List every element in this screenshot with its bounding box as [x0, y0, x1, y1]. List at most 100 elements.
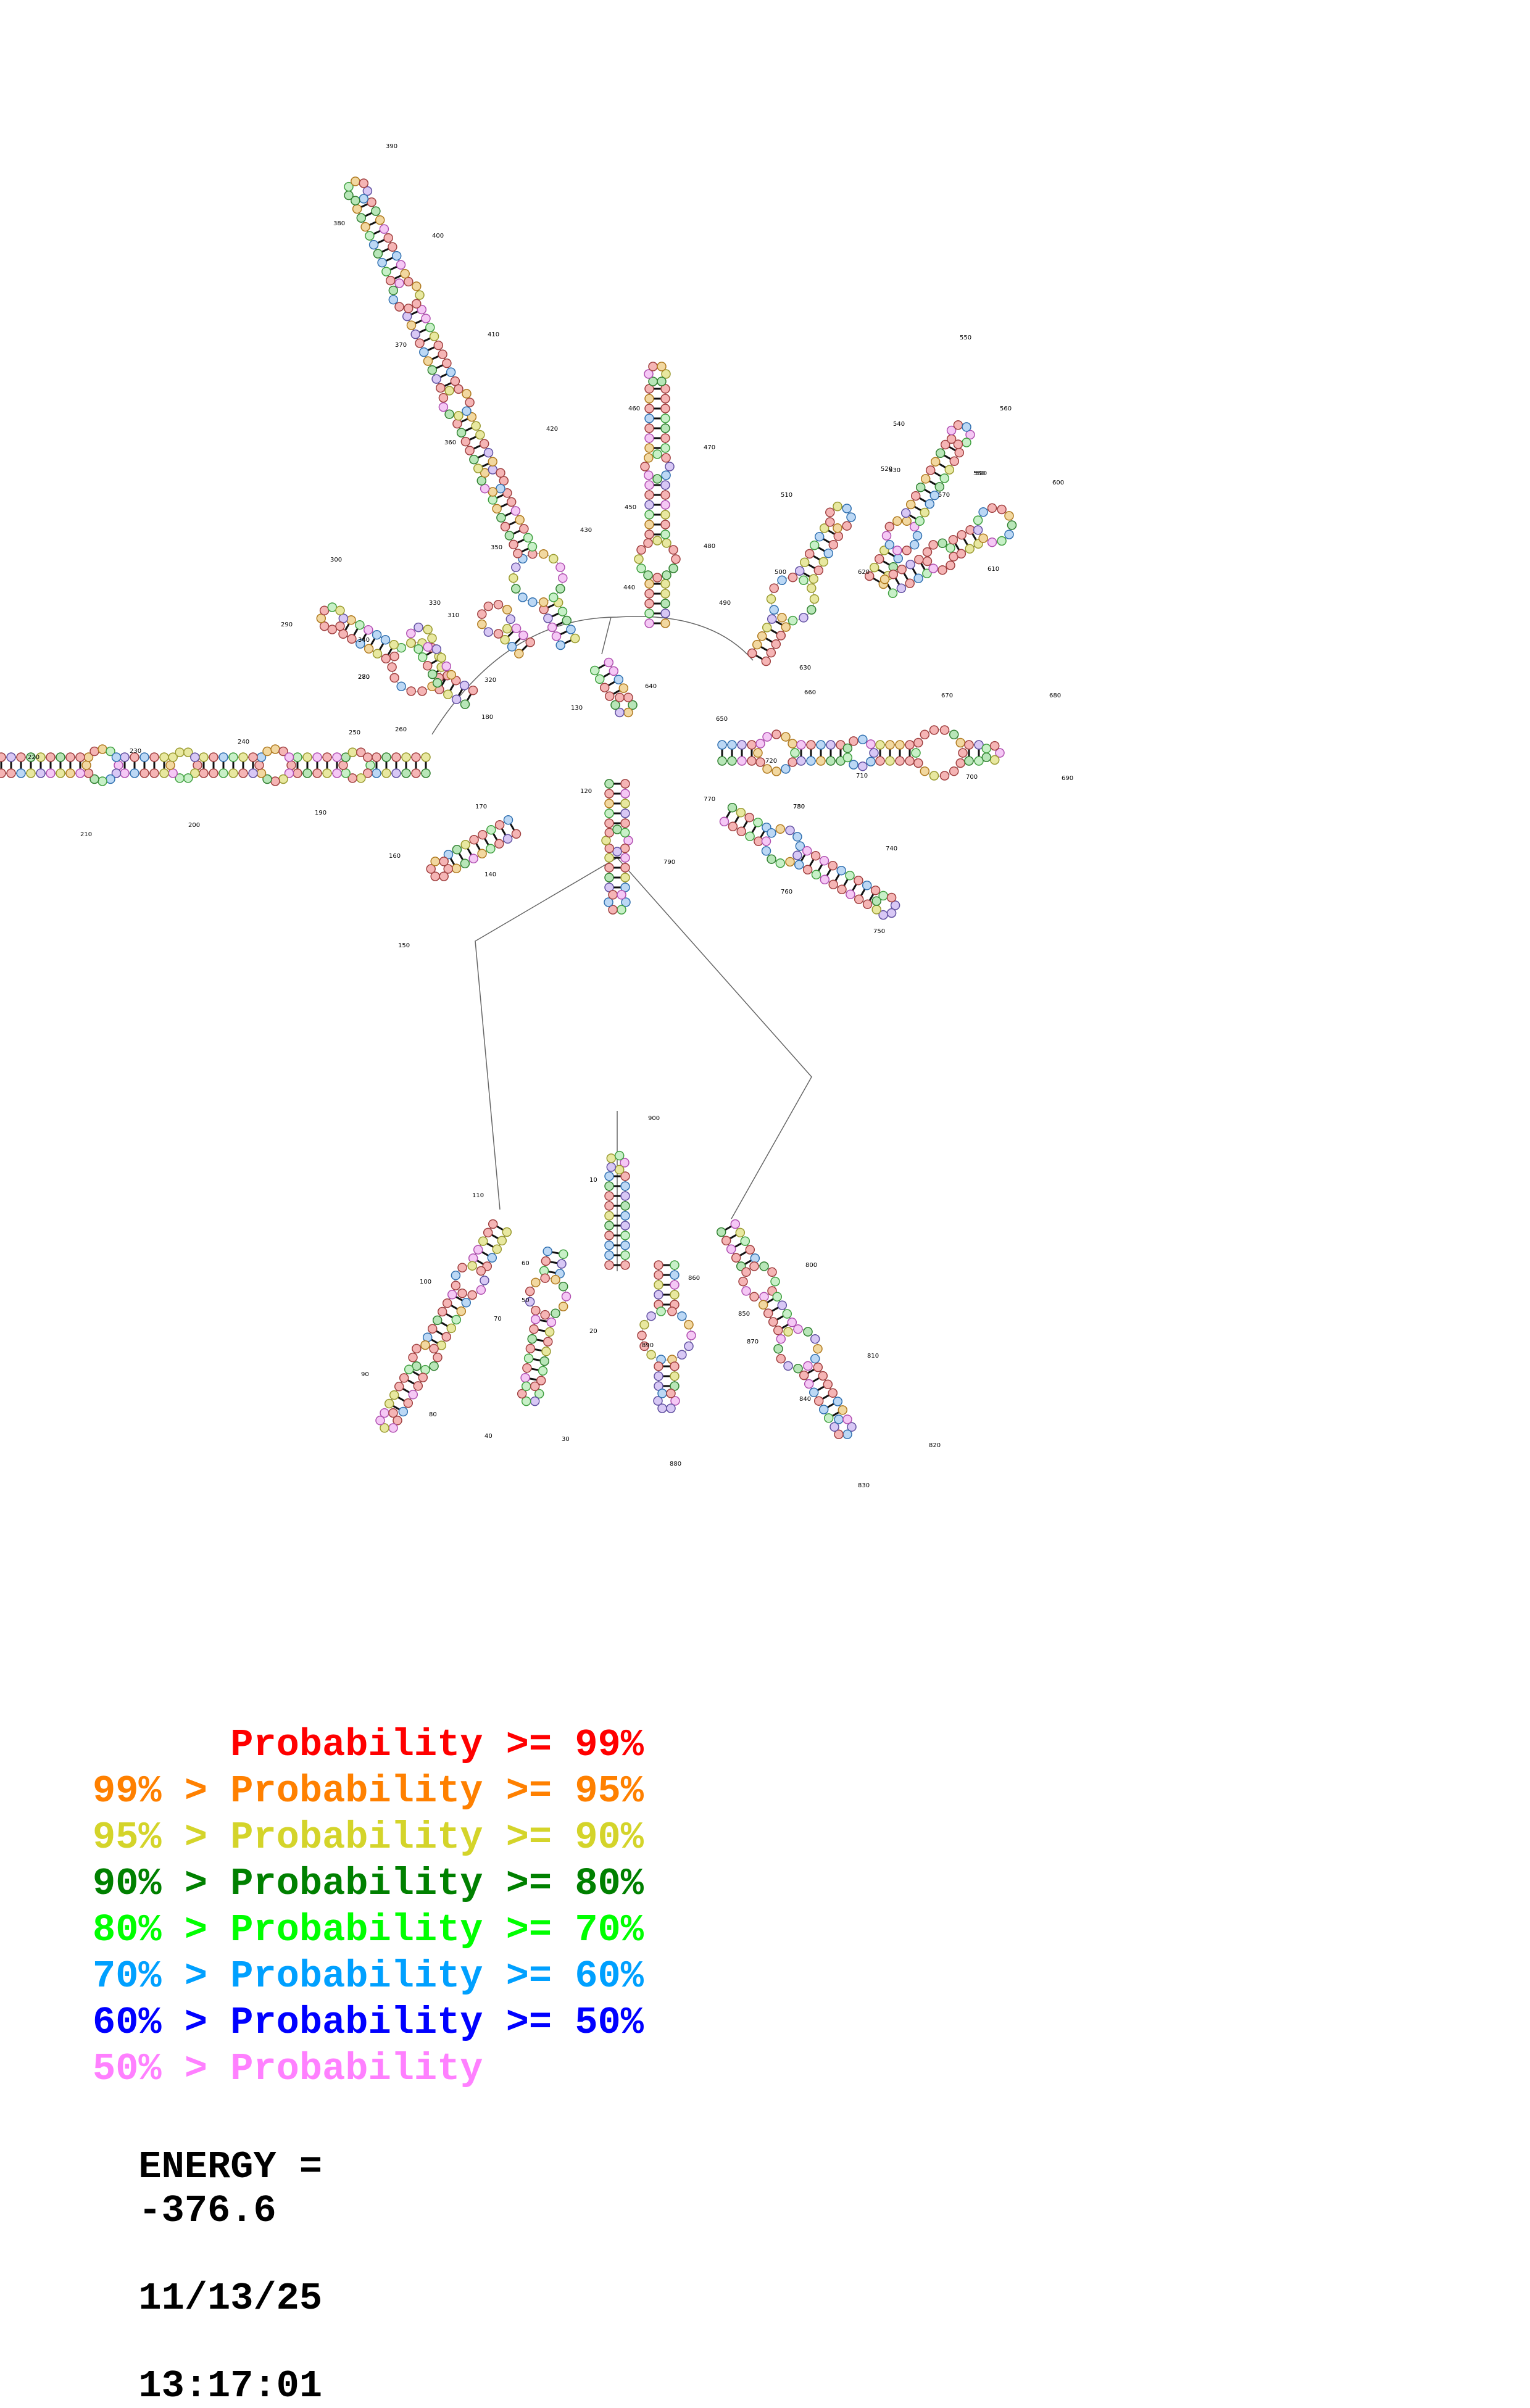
nucleotide [159, 768, 169, 778]
nucleotide [604, 789, 614, 799]
nucleotide [363, 752, 373, 762]
nucleotide [785, 825, 795, 836]
nucleotide [446, 367, 456, 377]
nucleotide [618, 683, 629, 693]
nucleotide [962, 422, 971, 432]
nucleotide [828, 1388, 838, 1398]
nucleotide [530, 1396, 540, 1406]
probability-legend: Probability >= 99% 99% > Probability >= 9… [93, 1722, 644, 2092]
nucleotide [978, 507, 988, 517]
nucleotide [218, 752, 228, 762]
nucleotide [316, 613, 326, 623]
nucleotide [46, 752, 56, 762]
nucleotide [643, 538, 653, 548]
nucleotide [794, 860, 804, 870]
position-label: 260 [395, 726, 407, 733]
nucleotide [660, 500, 670, 510]
nucleotide [420, 1340, 430, 1350]
nucleotide [454, 411, 464, 421]
nucleotide [89, 774, 99, 784]
nucleotide [806, 756, 816, 766]
position-label: 130 [571, 705, 583, 712]
position-label: 60 [522, 1260, 530, 1267]
nucleotide [543, 613, 553, 623]
nucleotide [515, 515, 525, 525]
nucleotide [555, 562, 565, 573]
nucleotide [467, 1290, 477, 1300]
nucleotide [620, 873, 630, 882]
nucleotide [525, 637, 535, 647]
nucleotide [555, 640, 565, 650]
nucleotide [248, 752, 258, 762]
nucleotide [209, 752, 218, 762]
nucleotide [997, 504, 1007, 515]
nucleotide [769, 583, 779, 593]
position-label: 680 [1049, 692, 1061, 699]
position-label: 470 [704, 444, 715, 451]
nucleotide [885, 740, 895, 750]
nucleotide [278, 774, 288, 784]
nucleotide [846, 889, 855, 900]
nucleotide [752, 639, 762, 650]
nucleotide [555, 584, 565, 594]
nucleotide [677, 1311, 687, 1321]
nucleotide [796, 740, 806, 750]
nucleotide [558, 573, 568, 583]
nucleotide [771, 729, 781, 739]
nucleotide [425, 322, 435, 333]
nucleotide [483, 1227, 493, 1238]
nucleotide [355, 620, 365, 630]
nucleotide [406, 686, 416, 696]
nucleotide [368, 239, 379, 250]
position-label: 340 [358, 637, 370, 644]
position-label: 540 [893, 421, 905, 428]
nucleotide [347, 773, 357, 783]
nucleotide [644, 500, 654, 510]
nucleotide [644, 443, 654, 453]
nucleotide [338, 760, 348, 770]
legend-label: Probability >= 60% [230, 1954, 644, 1998]
nucleotide [505, 614, 516, 625]
nucleotide [427, 669, 438, 679]
nucleotide [606, 1153, 617, 1163]
nucleotide [620, 863, 630, 873]
nucleotide [396, 681, 406, 692]
nucleotide [183, 747, 193, 757]
nucleotide [762, 623, 772, 633]
nucleotide [429, 331, 439, 341]
nucleotide [608, 890, 618, 900]
nucleotide [736, 826, 746, 837]
nucleotide [660, 490, 670, 500]
nucleotide [500, 634, 510, 645]
nucleotide [488, 495, 498, 505]
nucleotide [728, 821, 738, 832]
nucleotide [809, 1387, 819, 1398]
nucleotide [372, 752, 381, 762]
nucleotide [457, 1288, 467, 1298]
nucleotide [411, 752, 421, 762]
nucleotide [391, 768, 401, 778]
nucleotide [356, 213, 367, 223]
nucleotide [451, 1270, 461, 1281]
nucleotide [783, 1327, 793, 1337]
nucleotide [620, 789, 630, 799]
nucleotide [494, 839, 504, 849]
position-label: 620 [858, 569, 870, 576]
position-labels: 10 20 30 40 50 60 70 80 90 100 110 120 130 140 150 160 1… [28, 143, 1073, 1489]
nucleotide [652, 536, 662, 546]
nucleotide [849, 736, 859, 746]
legend-label: Probability >= 99% [230, 1723, 644, 1767]
position-label: 20 [589, 1328, 597, 1335]
nucleotide [792, 850, 802, 860]
nucleotide [525, 1286, 535, 1297]
nucleotide [884, 521, 895, 532]
nucleotide [371, 206, 381, 216]
nucleotide [322, 752, 332, 762]
nucleotide [391, 752, 401, 762]
position-label: 210 [80, 831, 92, 838]
nucleotide [430, 857, 440, 866]
position-label: 430 [580, 527, 592, 534]
nucleotide [644, 618, 654, 628]
nucleotide [644, 404, 654, 413]
nucleotide [981, 744, 992, 754]
